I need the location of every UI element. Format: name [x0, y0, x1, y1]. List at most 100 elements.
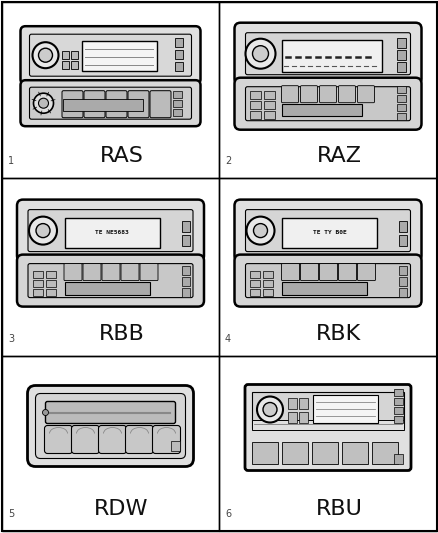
FancyBboxPatch shape — [28, 209, 193, 252]
FancyBboxPatch shape — [121, 264, 139, 280]
Bar — [62, 61, 69, 69]
FancyBboxPatch shape — [28, 264, 193, 297]
Bar — [219, 2, 436, 178]
Bar — [250, 111, 261, 119]
Text: 2: 2 — [225, 156, 231, 166]
FancyBboxPatch shape — [319, 264, 337, 280]
Bar — [311, 441, 337, 464]
FancyBboxPatch shape — [128, 91, 148, 118]
Bar — [250, 271, 260, 278]
Bar — [173, 100, 182, 107]
Bar — [175, 38, 183, 47]
Text: 4: 4 — [225, 334, 230, 344]
FancyBboxPatch shape — [281, 86, 298, 103]
FancyBboxPatch shape — [71, 425, 99, 454]
Bar — [171, 440, 180, 450]
Text: 3: 3 — [8, 334, 14, 344]
FancyBboxPatch shape — [245, 87, 410, 120]
Text: 1: 1 — [8, 156, 14, 166]
FancyBboxPatch shape — [21, 80, 200, 126]
FancyBboxPatch shape — [245, 33, 410, 75]
Bar — [312, 394, 377, 423]
Bar — [282, 104, 362, 116]
Bar — [264, 101, 275, 109]
Bar — [2, 178, 219, 356]
Text: TE NE5683: TE NE5683 — [95, 230, 129, 235]
Bar — [250, 288, 260, 296]
Text: RBK: RBK — [315, 324, 361, 344]
Bar — [33, 271, 43, 278]
FancyBboxPatch shape — [21, 26, 200, 84]
FancyBboxPatch shape — [338, 86, 355, 103]
Bar — [173, 109, 182, 116]
Bar — [263, 271, 273, 278]
FancyBboxPatch shape — [152, 425, 180, 454]
FancyBboxPatch shape — [46, 401, 175, 424]
Circle shape — [42, 409, 48, 416]
Bar — [182, 265, 190, 274]
Text: 5: 5 — [8, 509, 14, 519]
Circle shape — [33, 93, 53, 113]
FancyBboxPatch shape — [245, 209, 410, 252]
FancyBboxPatch shape — [357, 264, 374, 280]
FancyBboxPatch shape — [234, 255, 420, 306]
Circle shape — [252, 46, 268, 62]
Circle shape — [245, 39, 275, 69]
Bar — [399, 221, 406, 232]
Bar — [65, 217, 159, 248]
Circle shape — [36, 224, 50, 238]
Bar — [173, 91, 182, 98]
FancyBboxPatch shape — [28, 385, 193, 466]
Bar — [396, 62, 406, 72]
Bar — [182, 221, 190, 232]
Circle shape — [256, 397, 283, 423]
Bar — [393, 454, 402, 464]
FancyBboxPatch shape — [338, 264, 356, 280]
Bar — [399, 288, 406, 296]
Circle shape — [39, 48, 53, 62]
Bar — [396, 86, 406, 93]
FancyBboxPatch shape — [300, 86, 317, 103]
FancyBboxPatch shape — [244, 384, 410, 471]
Text: RAZ: RAZ — [316, 146, 360, 166]
Bar — [250, 101, 261, 109]
Circle shape — [246, 216, 274, 245]
Bar — [182, 235, 190, 246]
FancyBboxPatch shape — [17, 199, 204, 262]
FancyBboxPatch shape — [234, 199, 420, 262]
Bar — [219, 356, 436, 531]
FancyBboxPatch shape — [125, 425, 153, 454]
FancyBboxPatch shape — [245, 264, 410, 297]
FancyBboxPatch shape — [17, 255, 204, 306]
FancyBboxPatch shape — [281, 264, 299, 280]
Circle shape — [29, 216, 57, 245]
Bar — [282, 217, 377, 248]
Bar — [2, 356, 219, 531]
Bar — [251, 419, 403, 430]
FancyBboxPatch shape — [29, 87, 191, 119]
Bar — [33, 280, 43, 287]
FancyBboxPatch shape — [84, 91, 105, 118]
Bar — [82, 41, 157, 71]
Bar — [396, 38, 406, 47]
Bar — [399, 265, 406, 274]
Bar — [175, 50, 183, 59]
Bar — [399, 235, 406, 246]
FancyBboxPatch shape — [62, 91, 83, 118]
Bar — [71, 51, 78, 59]
Bar — [46, 280, 56, 287]
Text: RBU: RBU — [315, 499, 361, 519]
Bar — [287, 411, 297, 423]
Bar — [33, 288, 43, 296]
Bar — [46, 271, 56, 278]
Bar — [298, 411, 307, 423]
FancyBboxPatch shape — [102, 264, 120, 280]
Bar — [396, 50, 406, 60]
FancyBboxPatch shape — [44, 425, 72, 454]
Bar — [62, 51, 69, 59]
Bar — [282, 281, 367, 295]
Bar — [251, 392, 403, 427]
Bar — [393, 416, 402, 423]
Bar — [399, 277, 406, 286]
Bar — [2, 2, 219, 178]
